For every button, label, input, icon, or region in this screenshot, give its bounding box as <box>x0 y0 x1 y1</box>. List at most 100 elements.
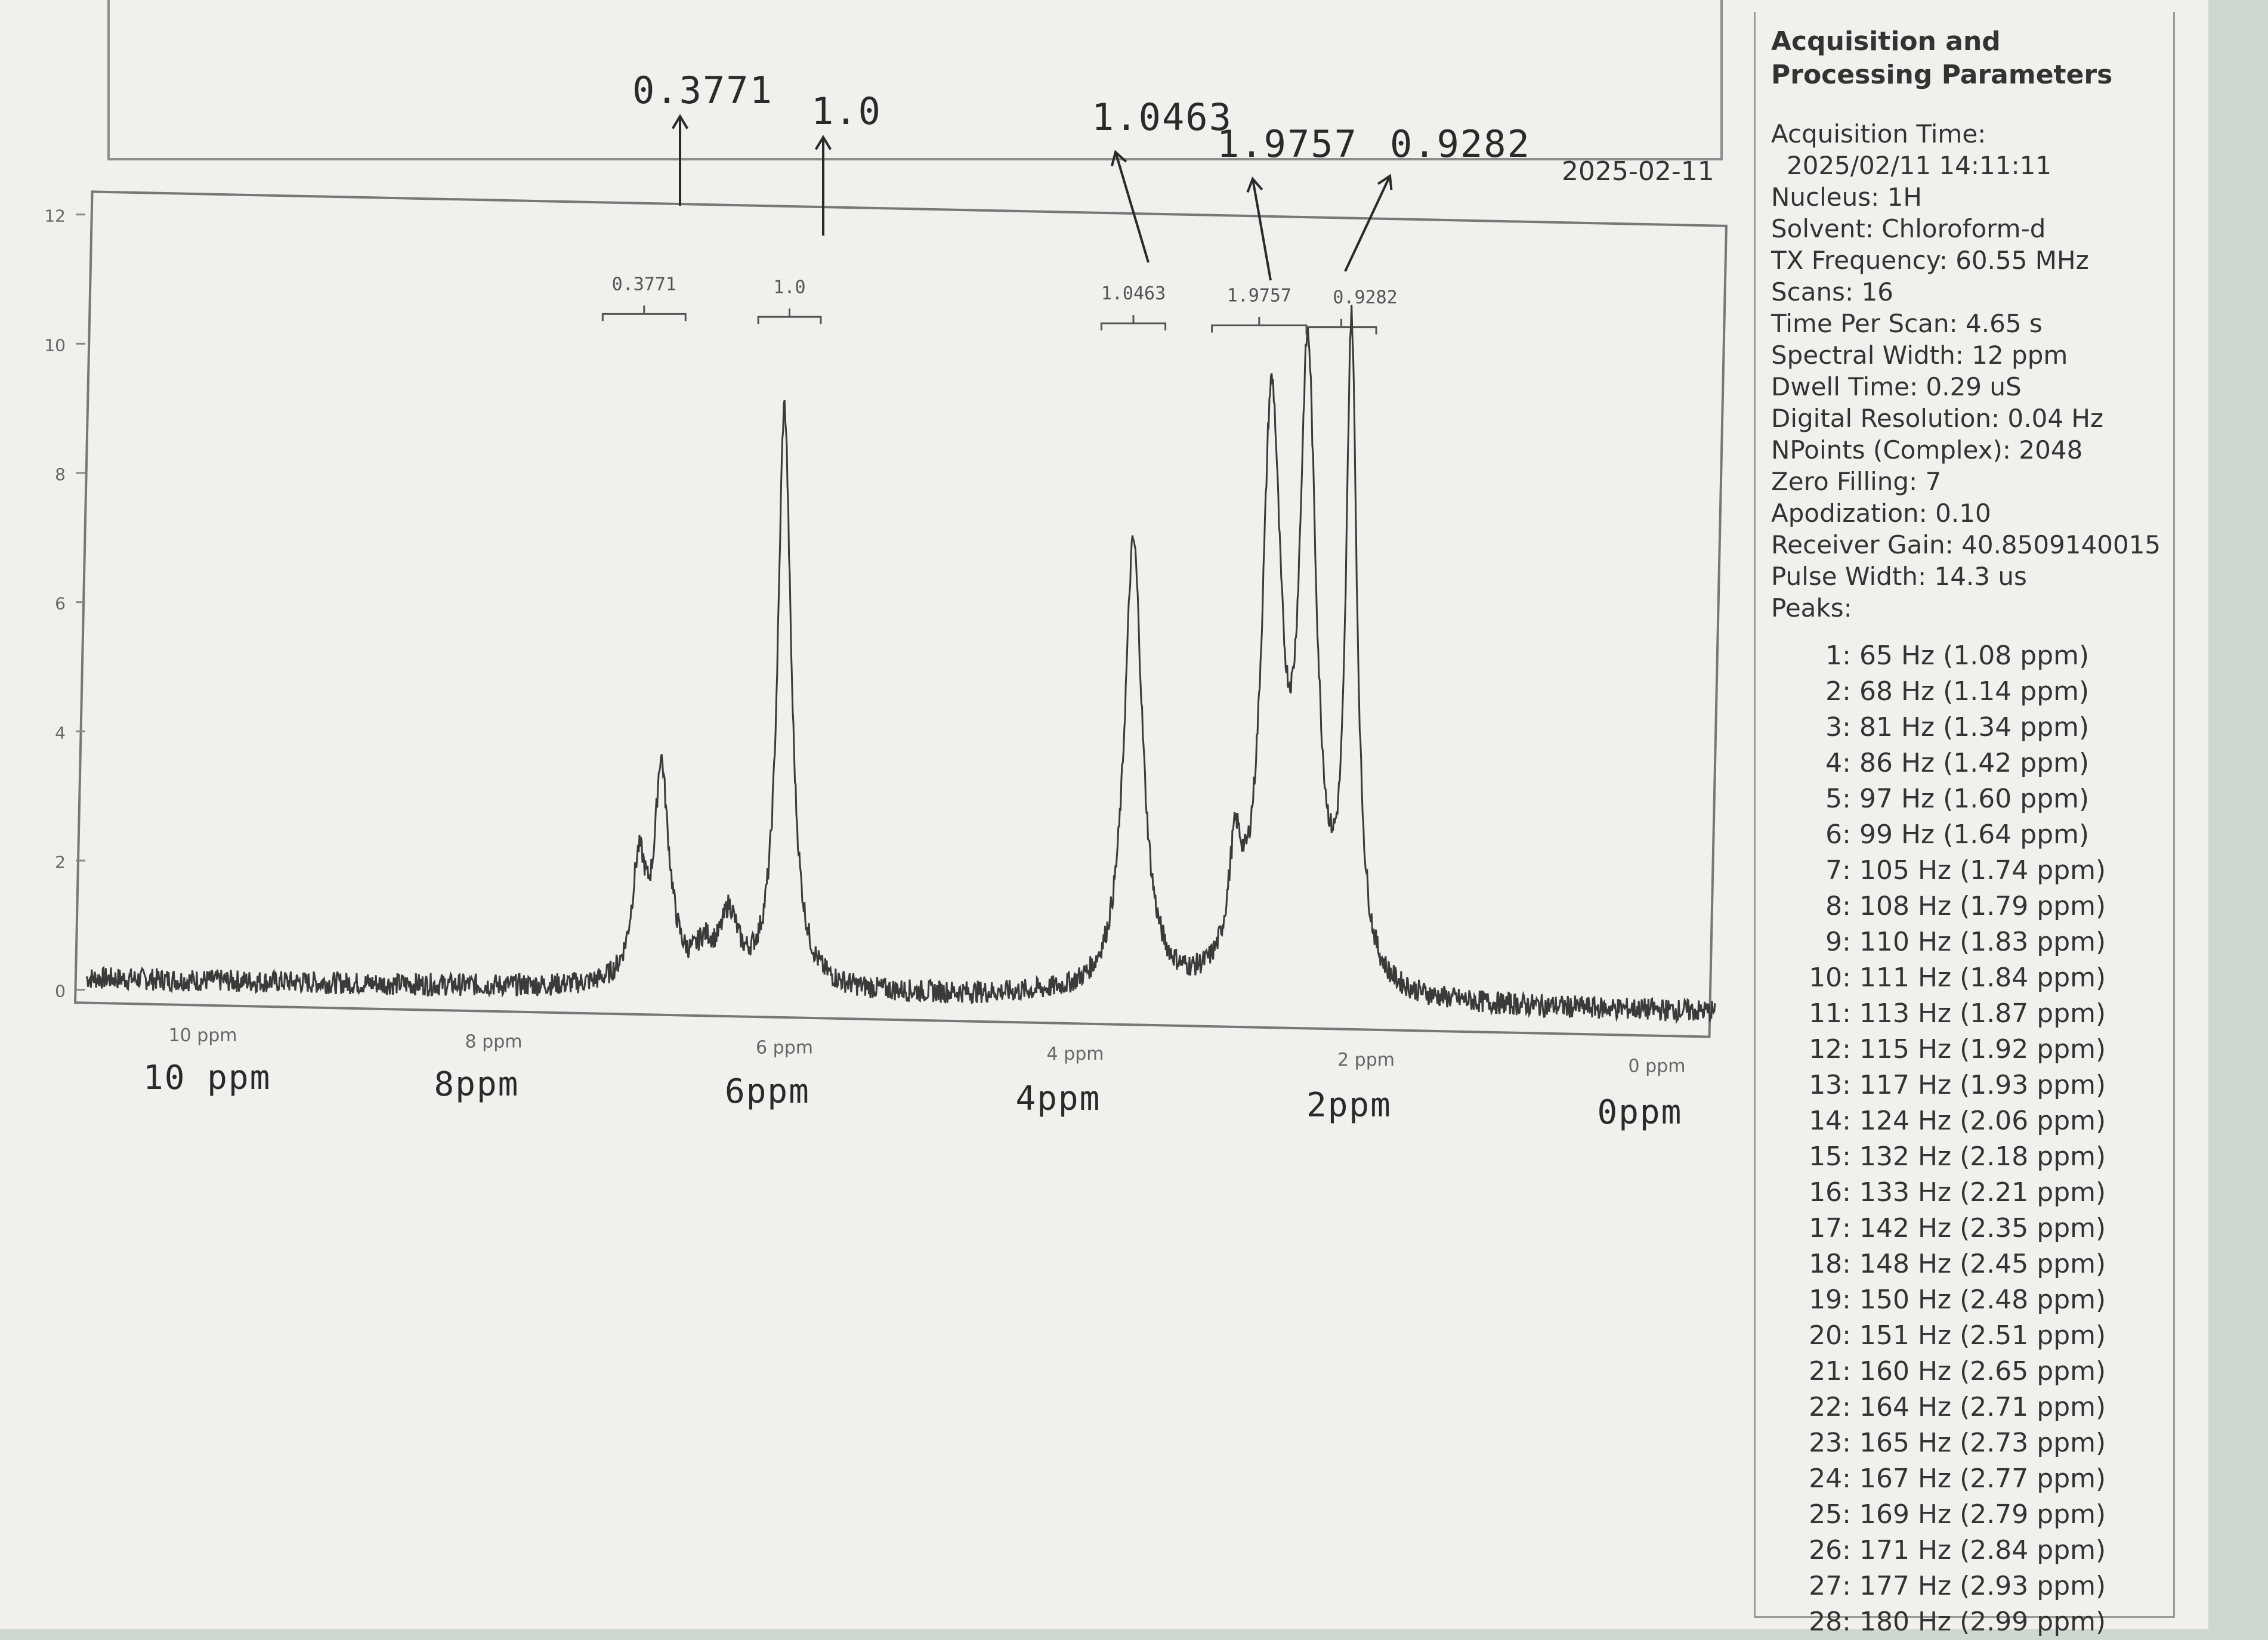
peak-value: 86 Hz (1.42 ppm) <box>1859 748 2090 778</box>
peak-number: 6: <box>1825 819 1851 850</box>
parameter-row: NPoints (Complex): 2048 <box>1771 435 2083 465</box>
peak-value: 68 Hz (1.14 ppm) <box>1859 676 2090 707</box>
peak-value: 110 Hz (1.83 ppm) <box>1859 927 2106 957</box>
peak-value: 177 Hz (2.93 ppm) <box>1859 1571 2106 1601</box>
peak-row: 8: 108 Hz (1.79 ppm) <box>1785 889 2179 924</box>
plot-frame <box>74 190 1728 1038</box>
peak-row: 22: 164 Hz (2.71 ppm) <box>1785 1390 2179 1425</box>
integral-annotations: 0.3771 1.0 1.0463 1.9757 0.9282 <box>601 114 1398 335</box>
peak-value: 111 Hz (1.84 ppm) <box>1859 963 2106 993</box>
peak-number: 10: <box>1809 963 1851 993</box>
peak-row: 20: 151 Hz (2.51 ppm) <box>1785 1318 2179 1354</box>
parameter-row: Receiver Gain: 40.8509140015 <box>1771 530 2161 559</box>
annotation-arrowhead <box>1377 174 1393 191</box>
peak-value: 180 Hz (2.99 ppm) <box>1859 1607 2106 1637</box>
integral-bracket <box>601 312 687 321</box>
parameter-row: TX Frequency: 60.55 MHz <box>1771 246 2089 275</box>
annotation-arrowhead <box>814 135 832 150</box>
peak-number: 23: <box>1809 1428 1851 1458</box>
handwritten-integral: 1.0463 <box>1092 95 1232 139</box>
parameter-row: Nucleus: 1H <box>1771 182 1922 212</box>
annotation-arrow-line <box>1252 178 1272 281</box>
x-axis-ticks: 10 ppm 8 ppm 6 ppm 4 ppm 2 ppm 0 ppm <box>168 1025 1685 1076</box>
peak-number: 3: <box>1825 712 1851 742</box>
peak-row: 13: 117 Hz (1.93 ppm) <box>1785 1067 2179 1103</box>
handwritten-x-label: 0ppm <box>1597 1093 1683 1132</box>
peak-value: 142 Hz (2.35 ppm) <box>1859 1213 2106 1243</box>
y-tick-label: 2 <box>55 852 66 872</box>
handwritten-x-label: 4ppm <box>1015 1079 1101 1118</box>
peak-number: 4: <box>1825 748 1851 778</box>
handwritten-x-label: 8ppm <box>434 1065 520 1104</box>
annotation-arrowhead <box>1111 150 1127 166</box>
peak-row: 18: 148 Hz (2.45 ppm) <box>1785 1246 2179 1282</box>
annotation-arrowhead <box>671 114 689 129</box>
peak-number: 17: <box>1809 1213 1851 1243</box>
handwritten-integral: 1.0 <box>811 89 882 133</box>
printout-page: 0 2 4 6 8 10 12 10 ppm 8 ppm 6 ppm 4 ppm 2 ppm 0 pp… <box>0 0 2208 1637</box>
parameter-row: Dwell Time: 0.29 uS <box>1771 372 2022 401</box>
peak-number: 14: <box>1809 1106 1851 1136</box>
integral-bracket <box>757 315 822 324</box>
integral-label: 0.9282 <box>1333 287 1397 308</box>
peak-value: 113 Hz (1.87 ppm) <box>1859 998 2106 1029</box>
x-tick-label: 2 ppm <box>1337 1050 1395 1070</box>
peak-row: 28: 180 Hz (2.99 ppm) <box>1785 1604 2179 1640</box>
peak-row: 4: 86 Hz (1.42 ppm) <box>1785 745 2179 781</box>
x-tick-label: 8 ppm <box>465 1031 523 1052</box>
peak-number: 12: <box>1809 1034 1851 1065</box>
peak-row: 19: 150 Hz (2.48 ppm) <box>1785 1282 2179 1318</box>
handwritten-x-label: 6ppm <box>725 1072 810 1112</box>
peak-value: 132 Hz (2.18 ppm) <box>1859 1141 2106 1172</box>
peak-row: 7: 105 Hz (1.74 ppm) <box>1785 853 2179 889</box>
peak-number: 15: <box>1809 1141 1851 1172</box>
header-box <box>107 0 1723 160</box>
y-tick-label: 10 <box>44 335 66 355</box>
peak-number: 2: <box>1825 676 1851 707</box>
peak-number: 22: <box>1809 1392 1851 1422</box>
peak-number: 28: <box>1809 1607 1851 1637</box>
spectrum-line <box>85 305 1716 1025</box>
handwritten-x-label: 2ppm <box>1306 1086 1392 1125</box>
peak-row: 1: 65 Hz (1.08 ppm) <box>1785 638 2179 674</box>
peak-value: 133 Hz (2.21 ppm) <box>1859 1177 2106 1208</box>
parameter-row: Zero Filling: 7 <box>1771 467 1942 496</box>
peak-number: 18: <box>1809 1249 1851 1279</box>
x-tick-label: 6 ppm <box>756 1038 813 1059</box>
peak-number: 27: <box>1809 1571 1851 1601</box>
peak-number: 24: <box>1809 1463 1851 1494</box>
peak-row: 2: 68 Hz (1.14 ppm) <box>1785 674 2179 710</box>
printed-date: 2025-02-11 <box>1562 156 1714 187</box>
y-axis-ticks: 0 2 4 6 8 10 12 <box>44 206 85 1001</box>
peak-number: 8: <box>1825 891 1851 921</box>
parameter-row: Digital Resolution: 0.04 Hz <box>1771 404 2104 433</box>
peak-row: 14: 124 Hz (2.06 ppm) <box>1785 1103 2179 1139</box>
peak-value: 97 Hz (1.60 ppm) <box>1859 784 2090 814</box>
peak-value: 151 Hz (2.51 ppm) <box>1859 1320 2106 1351</box>
integral-label: 0.3771 <box>612 274 676 295</box>
peak-value: 117 Hz (1.93 ppm) <box>1859 1070 2106 1100</box>
peak-list: 1: 65 Hz (1.08 ppm) 2: 68 Hz (1.14 ppm) 3: 81… <box>1785 638 2179 1640</box>
parameter-row: Acquisition Time: <box>1771 119 1986 148</box>
peak-number: 13: <box>1809 1070 1851 1100</box>
integral-bracket <box>1100 322 1167 331</box>
peak-row: 21: 160 Hz (2.65 ppm) <box>1785 1354 2179 1390</box>
annotation-arrow-line <box>1114 151 1150 263</box>
peak-number: 16: <box>1809 1177 1851 1208</box>
peak-number: 1: <box>1825 640 1851 671</box>
peak-row: 9: 110 Hz (1.83 ppm) <box>1785 924 2179 960</box>
peak-value: 169 Hz (2.79 ppm) <box>1859 1499 2106 1530</box>
peak-row: 24: 167 Hz (2.77 ppm) <box>1785 1461 2179 1497</box>
peak-number: 25: <box>1809 1499 1851 1530</box>
peak-row: 3: 81 Hz (1.34 ppm) <box>1785 710 2179 745</box>
peak-value: 65 Hz (1.08 ppm) <box>1859 640 2090 671</box>
peak-number: 9: <box>1825 927 1851 957</box>
peak-value: 164 Hz (2.71 ppm) <box>1859 1392 2106 1422</box>
parameters-title: Acquisition and Processing Parameters <box>1771 26 2113 90</box>
peak-value: 160 Hz (2.65 ppm) <box>1859 1356 2106 1387</box>
parameter-row: Solvent: Chloroform-d <box>1771 214 2046 243</box>
parameter-row: Peaks: <box>1771 593 1852 623</box>
peak-number: 26: <box>1809 1535 1851 1565</box>
peak-row: 27: 177 Hz (2.93 ppm) <box>1785 1568 2179 1604</box>
parameter-row: Time Per Scan: 4.65 s <box>1771 309 2043 338</box>
